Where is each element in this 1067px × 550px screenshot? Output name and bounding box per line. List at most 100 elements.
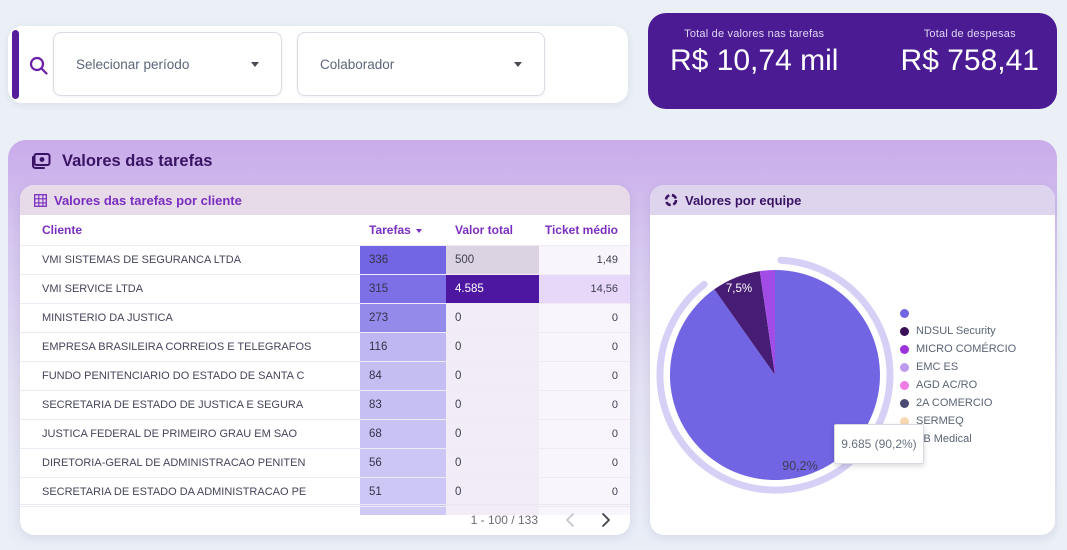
client-cell: JUSTICA FEDERAL DE PRIMEIRO GRAU EM SAO [42, 428, 298, 440]
table-row[interactable]: JUSTICA FEDERAL DE PRIMEIRO GRAU EM SAO 6… [20, 419, 630, 448]
table-row[interactable]: VMI SISTEMAS DE SEGURANCA LTDA 336 500 1,49 [20, 245, 630, 274]
legend-label: 2A COMERCIO [916, 397, 993, 409]
table-footer: 1 - 100 / 133 [20, 504, 630, 535]
filter-bar: Selecionar período Colaborador [8, 26, 628, 103]
client-values-card: Valores das tarefas por cliente Cliente … [20, 185, 630, 535]
value-cell: 0 [539, 362, 630, 390]
chevron-left-icon[interactable] [564, 512, 575, 528]
accent-bar [12, 30, 19, 99]
value-cell: 315 [360, 275, 446, 303]
table-header-row: Cliente Tarefas Valor total Ticket médio [20, 215, 630, 245]
tasks-values-panel: Valores das tarefas Valores das tarefas … [8, 140, 1057, 548]
total-task-values-label: Total de valores nas tarefas [684, 28, 825, 40]
legend-item[interactable]: SERMEQ [900, 412, 1016, 430]
total-task-values: Total de valores nas tarefas R$ 10,74 mi… [670, 28, 838, 78]
collaborator-filter-dropdown[interactable]: Colaborador [297, 32, 545, 96]
chevron-right-icon[interactable] [601, 512, 612, 528]
value-cell: 0 [446, 420, 539, 448]
legend-label: AGD AC/RO [916, 379, 978, 391]
client-cell: VMI SERVICE LTDA [42, 283, 144, 295]
grid-icon [34, 193, 47, 207]
value-cell: 14,56 [539, 275, 630, 303]
legend-item[interactable]: MICRO COMÉRCIO [900, 340, 1016, 358]
value-cell: 0 [539, 478, 630, 506]
column-header-valor-total[interactable]: Valor total [455, 223, 514, 237]
table-body: VMI SISTEMAS DE SEGURANCA LTDA 336 500 1,49… [20, 245, 630, 506]
panel-header: Valores das tarefas [8, 140, 1057, 171]
table-row[interactable]: SECRETARIA DE ESTADO DA ADMINISTRACAO PE… [20, 477, 630, 506]
value-cell: 0 [446, 304, 539, 332]
legend-label: NDSUL Security [916, 325, 996, 337]
table-row[interactable]: EMPRESA BRASILEIRA CORREIOS E TELEGRAFOS… [20, 332, 630, 361]
value-cell: 4.585 [446, 275, 539, 303]
slice-label-big: 90,2% [782, 459, 817, 473]
period-filter-placeholder: Selecionar período [76, 56, 190, 72]
column-header-ticket-medio[interactable]: Ticket médio [544, 223, 618, 237]
pie-slice-micro[interactable] [759, 270, 775, 375]
table-row[interactable]: DIRETORIA-GERAL DE ADMINISTRACAO PENITEN… [20, 448, 630, 477]
team-values-card: Valores por equipe 7,5% 90,2% NDSUL Secu… [650, 185, 1055, 535]
pagination-range: 1 - 100 / 133 [470, 513, 538, 527]
total-expenses: Total de despesas R$ 758,41 [901, 28, 1039, 78]
value-cell: 0 [539, 449, 630, 477]
sort-desc-icon [415, 228, 422, 233]
legend-item[interactable] [900, 304, 1016, 322]
value-cell: 0 [539, 420, 630, 448]
chevron-down-icon [251, 61, 259, 67]
donut-icon [664, 193, 678, 207]
chevron-down-icon [514, 61, 522, 67]
column-header-cliente[interactable]: Cliente [42, 223, 83, 237]
client-cell: DIRETORIA-GERAL DE ADMINISTRACAO PENITEN [42, 457, 306, 469]
value-cell: 0 [446, 391, 539, 419]
pie-tooltip: 9.685 (90,2%) [834, 424, 924, 464]
pie-slice-ndsul[interactable] [714, 271, 775, 375]
legend-label: SERMEQ [916, 415, 964, 427]
client-cell: VMI SISTEMAS DE SEGURANCA LTDA [42, 254, 242, 266]
legend-dot [900, 416, 909, 426]
value-cell: 84 [360, 362, 446, 390]
value-cell: 273 [360, 304, 446, 332]
legend-item[interactable]: 2A COMERCIO [900, 394, 1016, 412]
total-task-values-value: R$ 10,74 mil [670, 44, 839, 77]
legend-dot [900, 362, 909, 372]
pie-highlight-ring [656, 256, 894, 494]
legend-dot [900, 344, 909, 354]
value-cell: 1,49 [539, 246, 630, 274]
value-cell: 500 [446, 246, 539, 274]
client-cell: SECRETARIA DE ESTADO DA ADMINISTRACAO PE [42, 486, 307, 498]
value-cell: 51 [360, 478, 446, 506]
value-cell: 0 [539, 333, 630, 361]
legend-dot [900, 326, 909, 336]
total-expenses-label: Total de despesas [923, 28, 1016, 40]
legend-dot [900, 380, 909, 390]
pie-slice-main[interactable] [669, 270, 880, 480]
table-row[interactable]: FUNDO PENITENCIARIO DO ESTADO DE SANTA C… [20, 361, 630, 390]
legend-label: EMC ES [916, 361, 959, 373]
table-row[interactable]: VMI SERVICE LTDA 315 4.585 14,56 [20, 274, 630, 303]
legend-dot [900, 398, 909, 408]
pie-chart: 7,5% 90,2% [656, 256, 894, 494]
value-cell: 0 [539, 304, 630, 332]
value-cell: 0 [446, 333, 539, 361]
legend-item[interactable]: AGD AC/RO [900, 376, 1016, 394]
value-cell: 336 [360, 246, 446, 274]
slice-label-small: 7,5% [726, 283, 752, 295]
legend-item[interactable]: NDSUL Security [900, 322, 1016, 340]
pie-tooltip-text: 9.685 (90,2%) [841, 437, 917, 451]
value-cell: 116 [360, 333, 446, 361]
value-cell: 56 [360, 449, 446, 477]
client-cell: EMPRESA BRASILEIRA CORREIOS E TELEGRAFOS [42, 341, 312, 353]
value-cell: 0 [539, 391, 630, 419]
column-header-tarefas[interactable]: Tarefas [360, 223, 446, 237]
table-row[interactable]: SECRETARIA DE ESTADO DE JUSTICA E SEGURA… [20, 390, 630, 419]
legend-item[interactable]: EMC ES [900, 358, 1016, 376]
table-filler-row [20, 506, 630, 515]
panel-title: Valores das tarefas [62, 151, 213, 170]
search-icon[interactable] [27, 54, 51, 78]
table-row[interactable]: MINISTERIO DA JUSTICA 273 0 0 [20, 303, 630, 332]
legend-dot [900, 308, 909, 318]
total-expenses-value: R$ 758,41 [900, 44, 1039, 77]
period-filter-dropdown[interactable]: Selecionar período [53, 32, 282, 96]
money-icon [32, 153, 51, 169]
client-cell: SECRETARIA DE ESTADO DE JUSTICA E SEGURA [42, 399, 304, 411]
